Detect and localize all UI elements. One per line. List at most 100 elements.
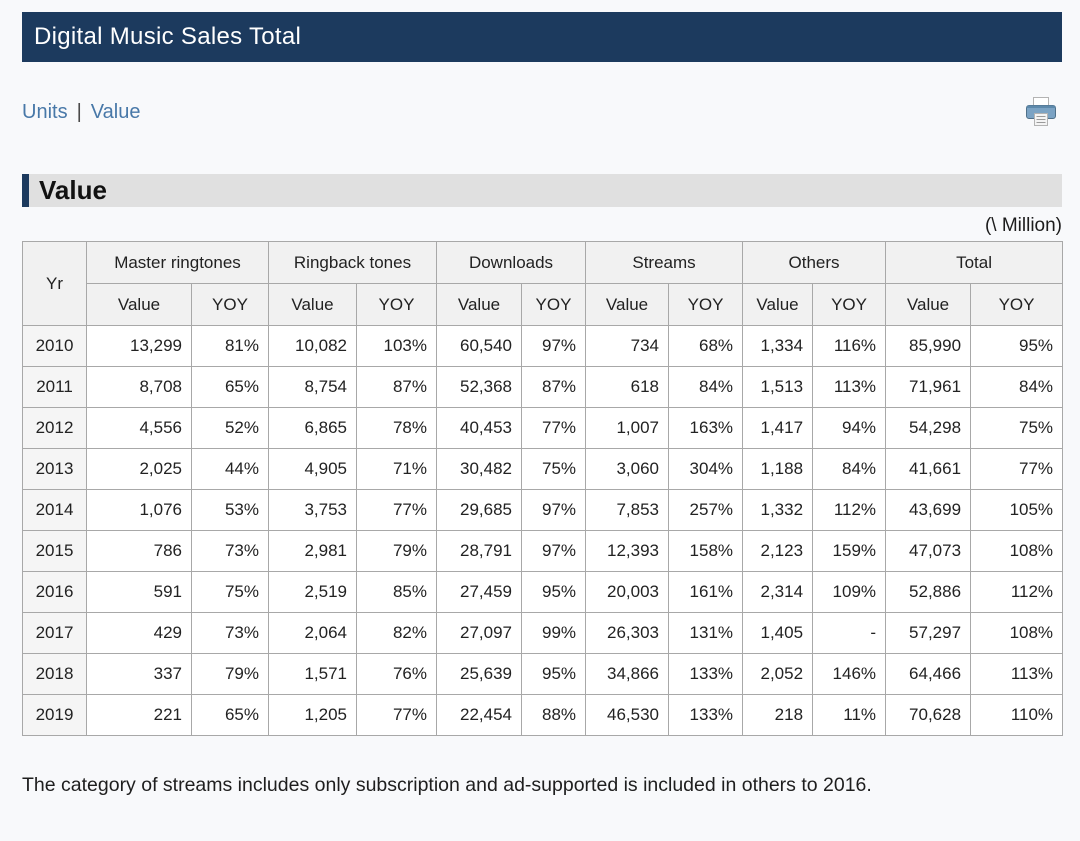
cell: 1,334	[742, 325, 814, 367]
cell: 60,540	[436, 325, 522, 367]
cell: 77%	[356, 489, 437, 531]
cell: 429	[86, 612, 192, 654]
cell: 73%	[191, 530, 269, 572]
cell: 112%	[812, 489, 887, 531]
cell: 70,628	[885, 694, 972, 736]
table-row: 2013 2,025 44% 4,905 71% 30,482 75% 3,06…	[22, 448, 1064, 490]
subheader-yoy: YOY	[970, 283, 1064, 326]
cell: 786	[86, 530, 192, 572]
cell: -	[812, 612, 887, 654]
section-title: Value	[39, 175, 107, 205]
cell: 53%	[191, 489, 269, 531]
cell: 2,025	[86, 448, 192, 490]
year-cell: 2017	[22, 612, 87, 654]
cell: 3,753	[268, 489, 357, 531]
cell: 1,405	[742, 612, 814, 654]
cell: 87%	[356, 366, 437, 408]
table-row: 2018 337 79% 1,571 76% 25,639 95% 34,866…	[22, 653, 1064, 695]
cell: 133%	[668, 653, 744, 695]
cell: 1,571	[268, 653, 357, 695]
cell: 85%	[356, 571, 437, 613]
cell: 97%	[520, 325, 587, 367]
year-cell: 2015	[22, 530, 87, 572]
cell: 113%	[812, 366, 887, 408]
cell: 46,530	[585, 694, 670, 736]
cell: 2,981	[268, 530, 357, 572]
year-cell: 2011	[22, 366, 87, 408]
value-link[interactable]: Value	[90, 100, 141, 123]
table-row: 2016 591 75% 2,519 85% 27,459 95% 20,003…	[22, 571, 1064, 613]
cell: 81%	[191, 325, 269, 367]
cell: 27,097	[436, 612, 522, 654]
cell: 65%	[191, 694, 269, 736]
cell: 29,685	[436, 489, 522, 531]
year-cell: 2019	[22, 694, 87, 736]
cell: 71%	[356, 448, 437, 490]
cell: 65%	[191, 366, 269, 408]
cell: 1,007	[585, 407, 670, 449]
cell: 84%	[970, 366, 1064, 408]
year-cell: 2016	[22, 571, 87, 613]
cell: 25,639	[436, 653, 522, 695]
cell: 2,519	[268, 571, 357, 613]
cell: 257%	[668, 489, 744, 531]
cell: 4,905	[268, 448, 357, 490]
cell: 79%	[191, 653, 269, 695]
cell: 75%	[191, 571, 269, 613]
cell: 2,314	[742, 571, 814, 613]
group-header-total: Total	[885, 241, 1064, 284]
cell: 40,453	[436, 407, 522, 449]
cell: 109%	[812, 571, 887, 613]
group-header-others: Others	[742, 241, 887, 284]
cell: 26,303	[585, 612, 670, 654]
cell: 13,299	[86, 325, 192, 367]
cell: 734	[585, 325, 670, 367]
table-row: 2012 4,556 52% 6,865 78% 40,453 77% 1,00…	[22, 407, 1064, 449]
cell: 79%	[356, 530, 437, 572]
print-button[interactable]	[1024, 96, 1058, 128]
cell: 27,459	[436, 571, 522, 613]
cell: 11%	[812, 694, 887, 736]
group-header-master-ringtones: Master ringtones	[86, 241, 269, 284]
link-separator: |	[76, 100, 82, 123]
cell: 1,332	[742, 489, 814, 531]
cell: 618	[585, 366, 670, 408]
cell: 94%	[812, 407, 887, 449]
toolbar: Units | Value	[22, 96, 1062, 128]
cell: 146%	[812, 653, 887, 695]
cell: 113%	[970, 653, 1064, 695]
cell: 3,060	[585, 448, 670, 490]
cell: 41,661	[885, 448, 972, 490]
cell: 43,699	[885, 489, 972, 531]
cell: 108%	[970, 530, 1064, 572]
cell: 44%	[191, 448, 269, 490]
table-row: 2019 221 65% 1,205 77% 22,454 88% 46,530…	[22, 694, 1064, 736]
year-cell: 2012	[22, 407, 87, 449]
cell: 22,454	[436, 694, 522, 736]
group-header-streams: Streams	[585, 241, 744, 284]
subheader-value: Value	[885, 283, 972, 326]
cell: 71,961	[885, 366, 972, 408]
cell: 82%	[356, 612, 437, 654]
subheader-yoy: YOY	[812, 283, 887, 326]
cell: 75%	[520, 448, 587, 490]
subheader-value: Value	[742, 283, 814, 326]
cell: 28,791	[436, 530, 522, 572]
page-title-bar: Digital Music Sales Total	[22, 12, 1062, 62]
cell: 1,513	[742, 366, 814, 408]
cell: 4,556	[86, 407, 192, 449]
cell: 112%	[970, 571, 1064, 613]
cell: 221	[86, 694, 192, 736]
cell: 2,064	[268, 612, 357, 654]
units-link[interactable]: Units	[22, 100, 68, 123]
subheader-value: Value	[86, 283, 192, 326]
cell: 304%	[668, 448, 744, 490]
cell: 7,853	[585, 489, 670, 531]
cell: 87%	[520, 366, 587, 408]
cell: 97%	[520, 489, 587, 531]
table-row: 2015 786 73% 2,981 79% 28,791 97% 12,393…	[22, 530, 1064, 572]
cell: 30,482	[436, 448, 522, 490]
printer-icon	[1026, 97, 1056, 126]
cell: 133%	[668, 694, 744, 736]
cell: 77%	[520, 407, 587, 449]
